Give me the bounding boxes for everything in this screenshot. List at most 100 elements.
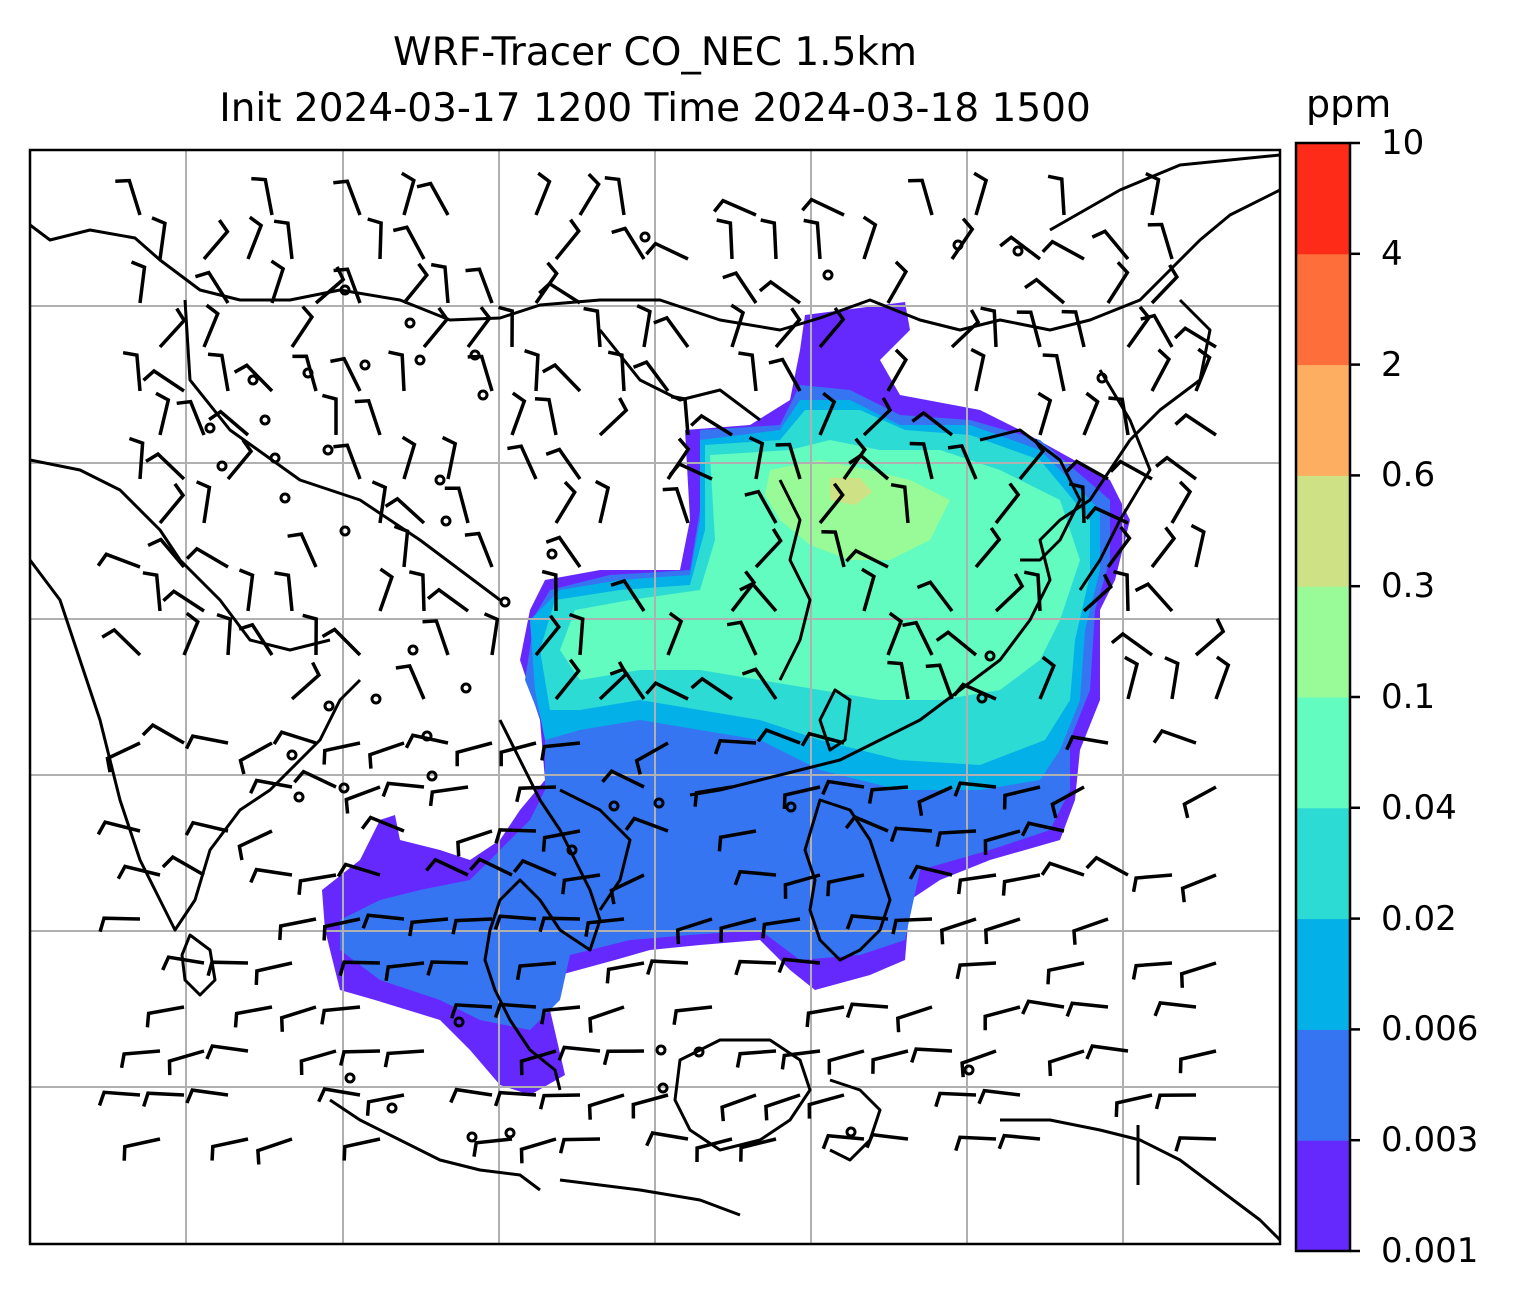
colorbar-unit-label: ppm — [1306, 82, 1392, 126]
wind-barb — [867, 785, 909, 804]
wind-barb — [744, 489, 778, 524]
wind-barb — [122, 1137, 161, 1161]
wind-barb — [96, 820, 141, 836]
wind-barb — [360, 815, 405, 833]
wind-barb — [494, 828, 537, 844]
wind-barb — [1145, 172, 1161, 216]
coast-taiwan — [818, 688, 852, 752]
wind-barb — [713, 738, 757, 755]
wind-barb — [554, 480, 577, 524]
wind-barb — [322, 741, 361, 765]
wind-barb — [184, 820, 229, 836]
wind-barb-calm — [460, 682, 472, 694]
concentration-field — [322, 302, 1130, 1095]
coast-northeast — [1049, 153, 1280, 232]
wind-barb — [1147, 222, 1174, 260]
wind-barb — [934, 1091, 977, 1108]
wind-barb — [451, 917, 493, 935]
wind-barb — [493, 1090, 537, 1107]
wind-barb — [911, 410, 954, 437]
wind-barb — [251, 176, 274, 216]
wind-barb — [1065, 735, 1109, 751]
wind-barb — [994, 482, 1021, 525]
wind-barb — [970, 347, 986, 392]
wind-barb — [1182, 785, 1217, 819]
wind-barb — [194, 270, 230, 304]
wind-barb — [388, 350, 406, 392]
wind-barb — [322, 917, 361, 941]
wind-barb — [1085, 505, 1129, 525]
wind-barb — [774, 307, 802, 349]
wind-barb — [464, 531, 494, 568]
wind-barb — [292, 354, 318, 392]
wind-barb — [1065, 1001, 1109, 1018]
wind-barb — [974, 527, 1002, 569]
wind-barb — [935, 829, 977, 848]
wind-barb — [672, 1005, 713, 1026]
map-title-line1: WRF-Tracer CO_NEC 1.5km — [393, 30, 917, 75]
wind-barb-calm — [477, 389, 489, 401]
wind-barb — [1082, 391, 1100, 436]
wind-barb — [805, 1005, 845, 1028]
wind-barb — [754, 527, 783, 569]
wind-barb — [145, 1005, 185, 1028]
wind-barb — [151, 216, 167, 260]
wind-barb — [807, 1093, 845, 1119]
wind-barb — [1178, 1049, 1217, 1074]
wind-barb — [493, 1002, 537, 1019]
wind-barb — [994, 573, 1025, 613]
wind-barb — [393, 524, 410, 568]
wind-barb — [142, 368, 185, 393]
wind-barb — [182, 611, 200, 656]
wind-barb-calm — [434, 474, 446, 486]
wind-barb — [719, 917, 757, 943]
colorbar-tick-label: 0.3 — [1381, 566, 1436, 607]
wind-barb — [238, 568, 255, 612]
wind-barb — [422, 619, 450, 656]
wind-barb-calm — [608, 800, 620, 812]
wind-barb — [1082, 573, 1113, 613]
wind-barb — [185, 1088, 229, 1104]
wind-barb — [783, 873, 821, 899]
wind-barb — [1114, 1093, 1153, 1117]
wind-barb — [333, 267, 362, 304]
wind-barb — [999, 235, 1042, 261]
colorbar-segment — [1296, 807, 1350, 920]
wind-barb — [540, 741, 581, 761]
wind-barb — [690, 413, 733, 437]
wind-barb — [270, 259, 286, 304]
border-inner-1 — [183, 299, 501, 602]
colorbar-tick-label: 0.001 — [1381, 1231, 1479, 1271]
wind-barb — [1174, 412, 1217, 437]
wind-barb — [871, 1049, 909, 1074]
wind-barb — [1106, 261, 1130, 304]
wind-barb — [1040, 861, 1085, 877]
colorbar-ticks — [1350, 141, 1360, 1253]
wind-barb — [233, 1005, 273, 1028]
wind-barb — [624, 816, 669, 833]
coast-sulawesi — [829, 1078, 882, 1162]
wind-barb — [583, 306, 602, 348]
wind-barb — [1150, 526, 1177, 569]
wind-barb — [960, 1049, 997, 1078]
wind-barb — [889, 826, 933, 843]
wind-barbs — [96, 171, 1231, 1165]
wind-barb — [384, 496, 426, 525]
wind-barb — [384, 961, 425, 982]
wind-barb — [739, 1137, 777, 1162]
wind-barb — [956, 873, 997, 895]
wind-barb — [675, 917, 713, 945]
wind-barb — [690, 676, 733, 701]
wind-barb — [953, 781, 997, 797]
wind-barb — [249, 867, 293, 884]
coast-borneo — [673, 1038, 812, 1152]
wind-barb — [290, 661, 322, 701]
wind-barb — [601, 769, 645, 789]
wind-barb-calm — [370, 693, 382, 705]
wind-barb — [645, 1131, 689, 1147]
wind-barb — [408, 917, 449, 937]
wind-barb — [342, 1137, 381, 1161]
wind-barb — [1085, 1044, 1129, 1060]
wind-barb — [1065, 459, 1109, 481]
